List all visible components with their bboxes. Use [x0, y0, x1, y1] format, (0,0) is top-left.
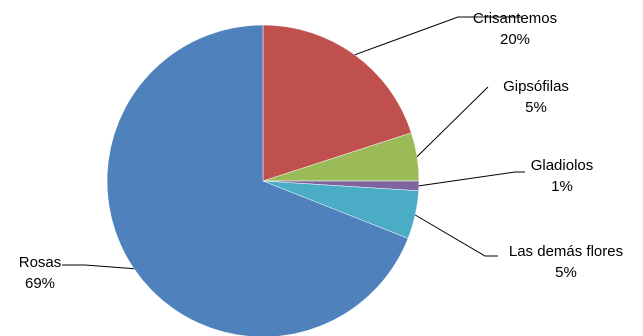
leader-line-crisantemos [354, 16, 522, 56]
slice-percent: 20% [500, 31, 530, 48]
slice-percent: 69% [25, 275, 55, 292]
slice-percent: 5% [525, 99, 547, 116]
leader-lines [62, 16, 525, 270]
slice-label-las-demas-flores: Las demás flores 5% [509, 243, 623, 281]
slice-percent: 1% [551, 178, 573, 195]
pie-slice-crisantemos [262, 24, 412, 182]
slice-name: Crisantemos [473, 10, 557, 27]
slice-name: Rosas [19, 254, 62, 271]
slice-name: Gladiolos [531, 157, 594, 174]
leader-line-rosas [62, 264, 135, 270]
slice-label-crisantemos: Crisantemos 20% [473, 10, 557, 48]
slice-name: Gipsófilas [503, 78, 569, 95]
slice-label-rosas: Rosas 69% [19, 254, 62, 292]
leader-line-gipsofilas [416, 86, 489, 157]
slice-name: Las demás flores [509, 243, 623, 260]
slice-labels: Crisantemos 20% Gipsófilas 5% Gladiolos 1% Las… [19, 10, 623, 292]
slice-label-gladiolos: Gladiolos 1% [531, 157, 594, 195]
leader-line-gladiolos [418, 171, 525, 187]
pie-slices [106, 24, 420, 336]
slice-label-gipsofilas: Gipsófilas 5% [503, 78, 569, 116]
slice-percent: 5% [555, 264, 577, 281]
leader-line-las-demas-flores [414, 214, 498, 257]
pie-slice-rosas [106, 24, 409, 336]
